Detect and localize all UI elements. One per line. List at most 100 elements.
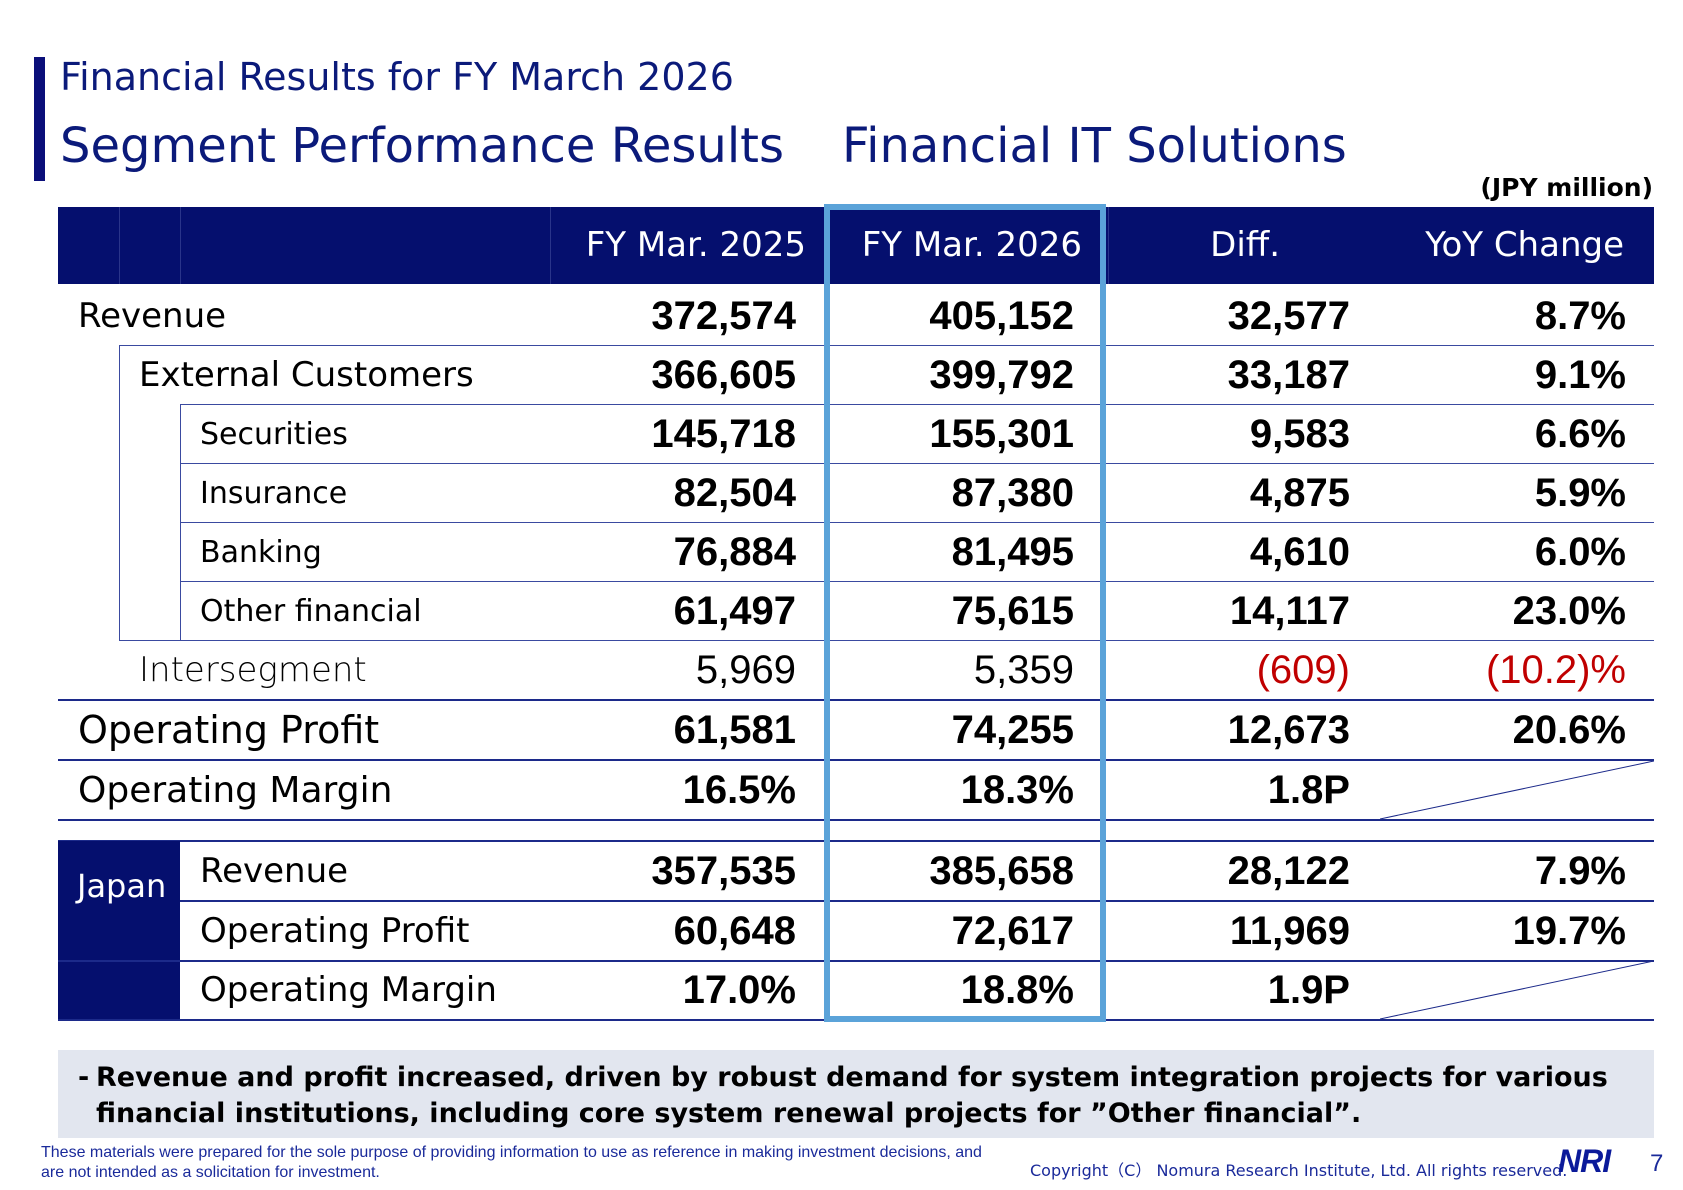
cell-diff: 11,969 (1229, 909, 1350, 953)
row-label: Revenue (200, 851, 349, 891)
row-divider (58, 960, 1654, 962)
row-label: Other financial (200, 594, 422, 629)
cell-diff: 32,577 (1227, 294, 1350, 338)
row-divider (58, 759, 1654, 761)
table-row-external: External Customers 366,605 399,792 33,18… (58, 346, 1654, 405)
row-label: Securities (200, 417, 348, 452)
row-divider (180, 900, 1654, 902)
cell-fy2025: 145,718 (651, 412, 796, 456)
row-divider (180, 581, 1654, 582)
cell-fy2026: 18.3% (960, 768, 1074, 812)
current-year-highlight (824, 204, 1106, 1022)
empty-cell-slash (1380, 760, 1654, 820)
col-header-diff: Diff. (1210, 225, 1280, 265)
title-accent-bar (34, 57, 45, 181)
page-title: Financial Results for FY March 2026 (60, 55, 734, 99)
cell-yoy: 6.0% (1534, 530, 1626, 574)
cell-diff: 4,610 (1249, 530, 1350, 574)
table-row-japan-operating-margin: Operating Margin 17.0% 18.8% 1.9P (58, 961, 1654, 1020)
cell-fy2025: 372,574 (651, 294, 796, 338)
cell-yoy: 20.6% (1512, 708, 1626, 752)
table-row-securities: Securities 145,718 155,301 9,583 6.6% (58, 405, 1654, 464)
cell-fy2026: 399,792 (929, 353, 1074, 397)
cell-diff: (609) (1256, 648, 1350, 692)
cell-yoy: 5.9% (1534, 471, 1626, 515)
table-row-japan-revenue: Revenue 357,535 385,658 28,122 7.9% (58, 842, 1654, 901)
row-divider (180, 463, 1654, 464)
japan-label: Japan (77, 867, 167, 905)
row-divider (180, 522, 1654, 523)
cell-fy2026: 74,255 (951, 708, 1074, 752)
header-divider (180, 207, 181, 284)
row-divider (119, 345, 1654, 346)
subtitle-left: Segment Performance Results (60, 118, 785, 174)
cell-yoy: 7.9% (1534, 849, 1626, 893)
page-subtitle: Segment Performance Results Financial IT … (60, 118, 1347, 174)
row-divider (58, 840, 1654, 842)
commentary-box: - Revenue and profit increased, driven b… (58, 1050, 1654, 1138)
cell-fy2026: 18.8% (960, 968, 1074, 1012)
subtitle-right: Financial IT Solutions (842, 118, 1347, 174)
row-label: External Customers (139, 355, 474, 395)
disclaimer: These materials were prepared for the so… (41, 1144, 982, 1181)
cell-yoy: 19.7% (1512, 909, 1626, 953)
table-row-insurance: Insurance 82,504 87,380 4,875 5.9% (58, 464, 1654, 523)
cell-diff: 14,117 (1229, 589, 1350, 633)
header-divider (550, 207, 551, 284)
cell-fy2025: 16.5% (682, 768, 796, 812)
cell-fy2026: 385,658 (929, 849, 1074, 893)
cell-fy2025: 76,884 (673, 530, 796, 574)
row-divider (58, 819, 1654, 821)
table-header: FY Mar. 2025 FY Mar. 2026 Diff. YoY Chan… (58, 207, 1654, 284)
cell-fy2025: 17.0% (682, 968, 796, 1012)
cell-fy2025: 357,535 (651, 849, 796, 893)
tree-line (180, 405, 181, 640)
japan-block (58, 841, 180, 1019)
cell-fy2025: 366,605 (651, 353, 796, 397)
cell-fy2026: 405,152 (929, 294, 1074, 338)
cell-diff: 33,187 (1227, 353, 1350, 397)
header-divider (119, 207, 120, 284)
cell-yoy: 23.0% (1512, 589, 1626, 633)
cell-fy2026: 5,359 (973, 648, 1074, 692)
row-label: Operating Margin (78, 770, 393, 811)
empty-cell-slash (1380, 960, 1654, 1020)
row-label: Operating Profit (200, 911, 470, 951)
col-header-fy2026: FY Mar. 2026 (861, 225, 1082, 265)
row-label: Revenue (78, 296, 227, 336)
cell-yoy: 9.1% (1534, 353, 1626, 397)
row-divider (119, 640, 1654, 641)
table-row-operating-margin: Operating Margin 16.5% 18.3% 1.8P (58, 761, 1654, 820)
cell-fy2026: 75,615 (951, 589, 1074, 633)
cell-fy2025: 5,969 (695, 648, 796, 692)
row-divider (180, 404, 1654, 405)
row-label: Operating Profit (78, 708, 380, 752)
col-header-fy2025: FY Mar. 2025 (585, 225, 806, 265)
row-divider (58, 699, 1654, 701)
cell-fy2026: 72,617 (951, 909, 1074, 953)
cell-fy2025: 61,581 (673, 708, 796, 752)
cell-diff: 28,122 (1227, 849, 1350, 893)
table-row-other-financial: Other financial 61,497 75,615 14,117 23.… (58, 582, 1654, 641)
col-header-yoy: YoY Change (1425, 225, 1624, 265)
note-bullet: - (78, 1062, 90, 1093)
cell-fy2026: 81,495 (951, 530, 1074, 574)
tree-line (119, 346, 120, 640)
table-row-japan-operating-profit: Operating Profit 60,648 72,617 11,969 19… (58, 902, 1654, 961)
table-row-banking: Banking 76,884 81,495 4,610 6.0% (58, 523, 1654, 582)
cell-yoy: (10.2)% (1485, 648, 1626, 692)
cell-diff: 1.8P (1267, 768, 1350, 812)
row-label: Banking (200, 535, 322, 570)
cell-diff: 9,583 (1249, 412, 1350, 456)
cell-yoy: 8.7% (1534, 294, 1626, 338)
cell-yoy: 6.6% (1534, 412, 1626, 456)
copyright: Copyright（C） Nomura Research Institute, … (1030, 1161, 1568, 1180)
cell-fy2025: 60,648 (673, 909, 796, 953)
cell-fy2026: 155,301 (929, 412, 1074, 456)
table-row-revenue: Revenue 372,574 405,152 32,577 8.7% (58, 287, 1654, 346)
unit-label: (JPY million) (1480, 173, 1653, 202)
cell-diff: 1.9P (1267, 968, 1350, 1012)
cell-fy2025: 82,504 (673, 471, 796, 515)
nri-logo: NRI (1558, 1143, 1611, 1179)
page-number: 7 (1650, 1150, 1664, 1177)
